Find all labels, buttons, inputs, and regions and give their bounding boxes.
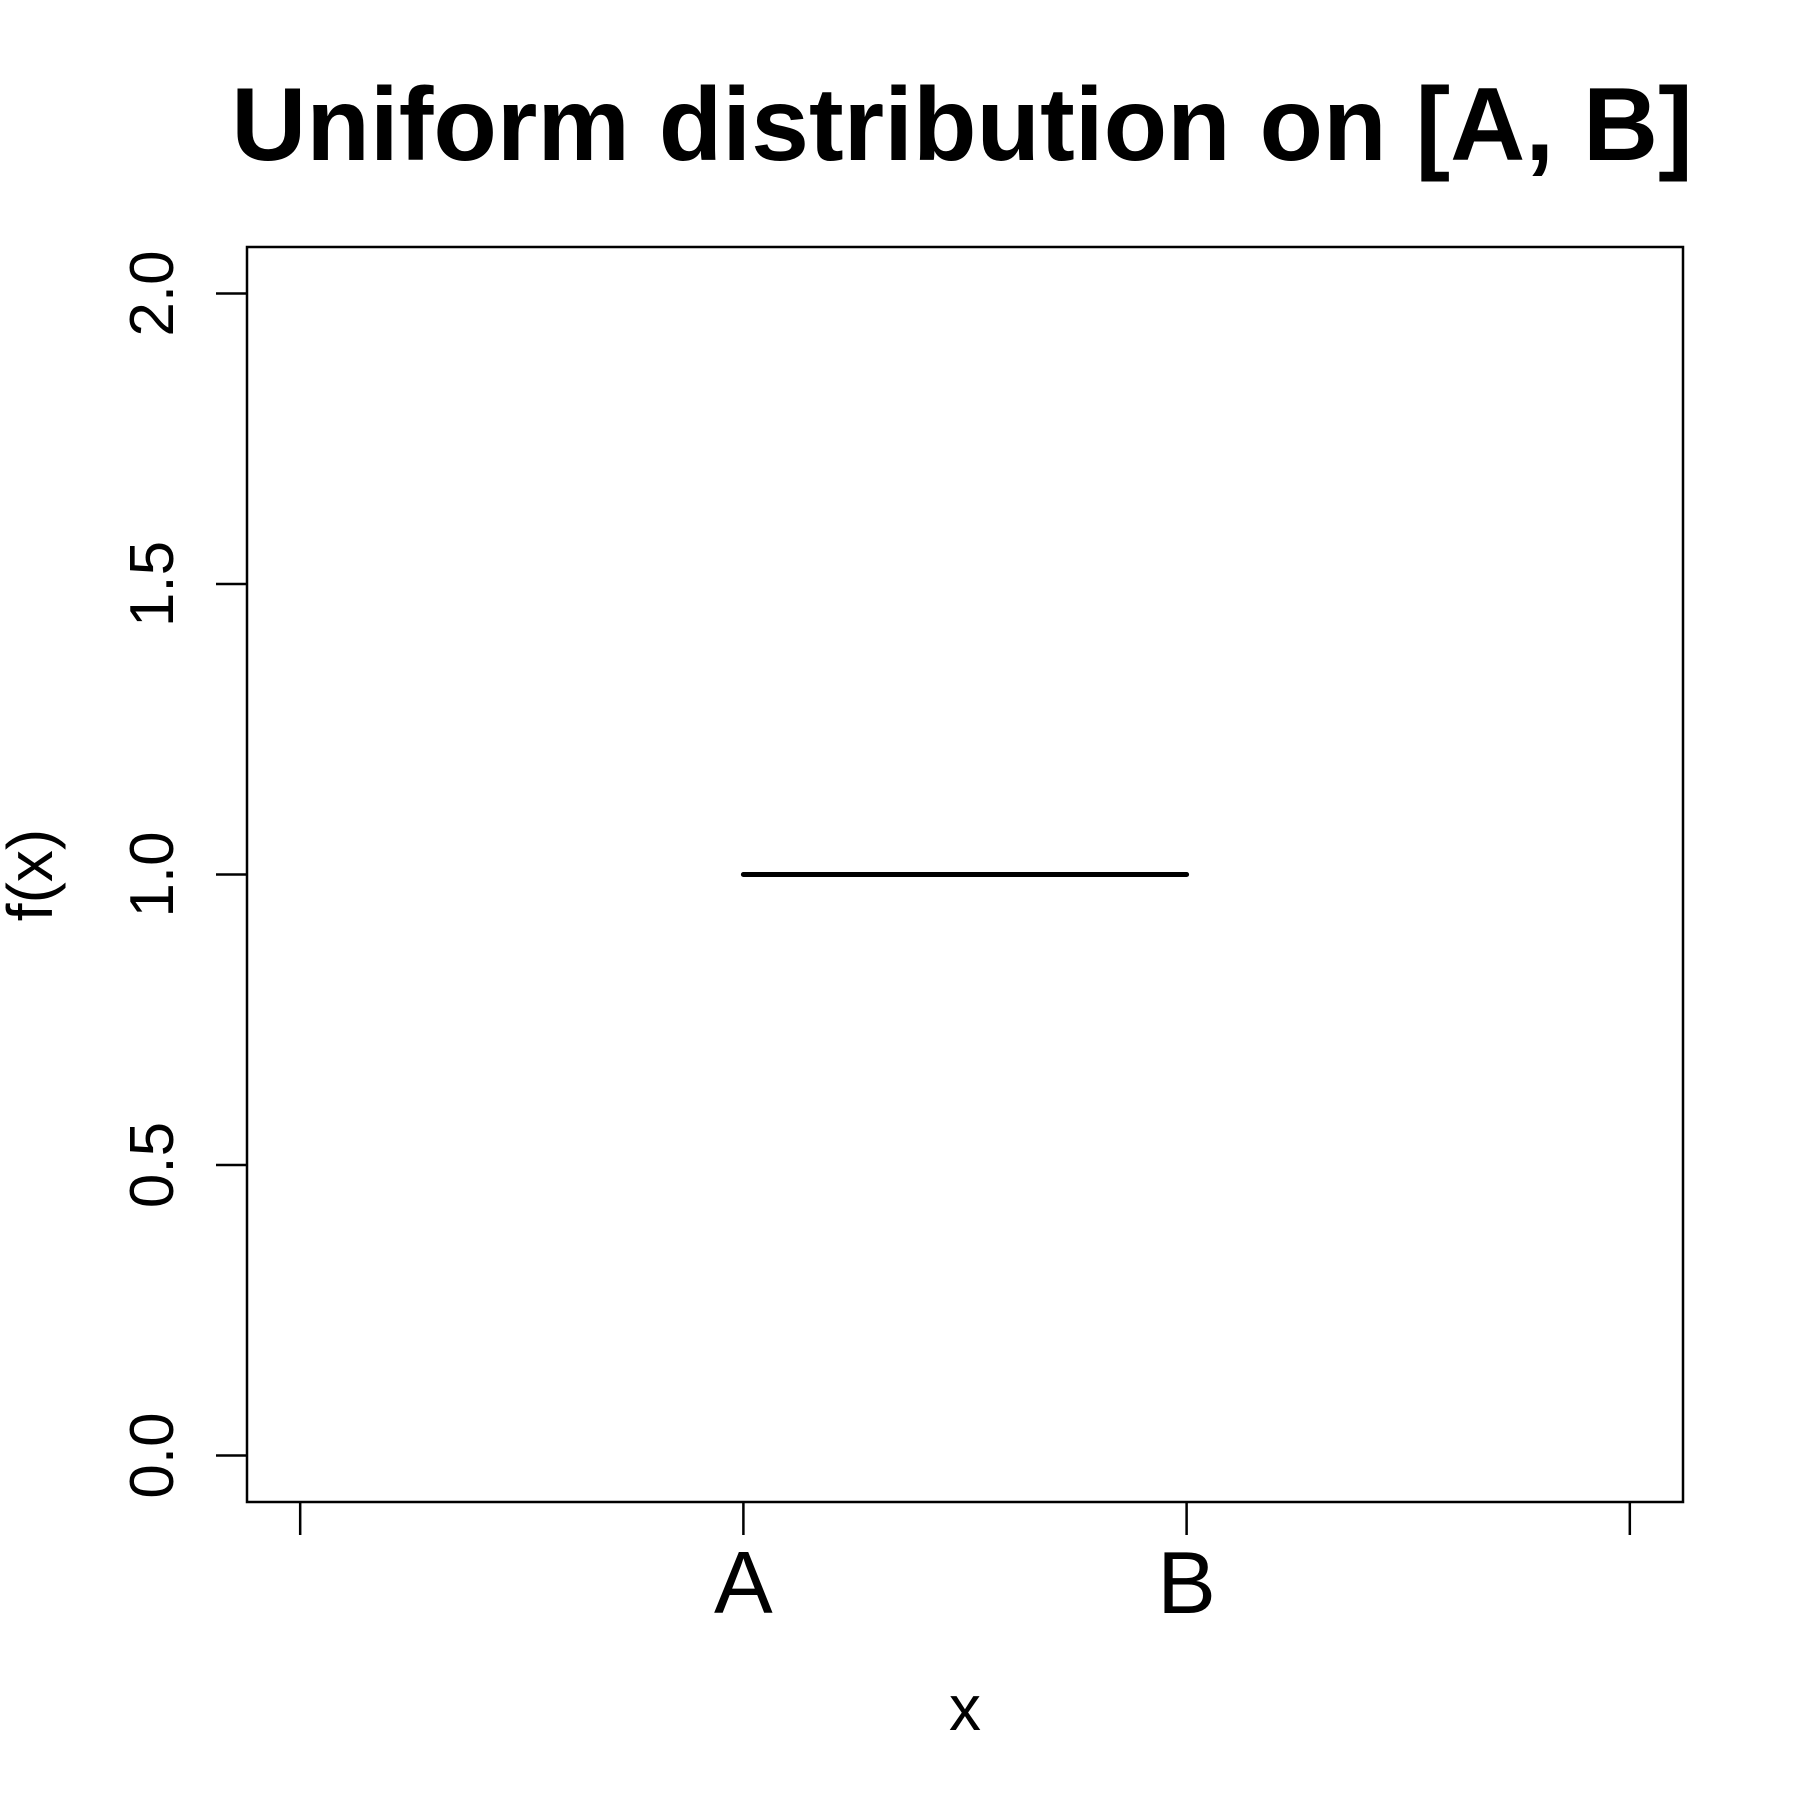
y-axis: 0.0 0.5 1.0 1.5 2.0 [118,250,247,1499]
y-tick-label: 0.0 [118,1412,187,1498]
y-tick-label: 0.5 [118,1122,187,1208]
x-tick-label: B [1157,1533,1216,1632]
y-tick-label: 1.0 [118,831,187,917]
y-tick-label: 2.0 [118,250,187,336]
y-tick-label: 1.5 [118,541,187,627]
y-axis-label: f(x) [0,829,66,921]
x-tick-label: A [714,1533,773,1632]
x-axis-label: x [949,1672,981,1744]
chart-title: Uniform distribution on [A, B] [231,67,1693,183]
